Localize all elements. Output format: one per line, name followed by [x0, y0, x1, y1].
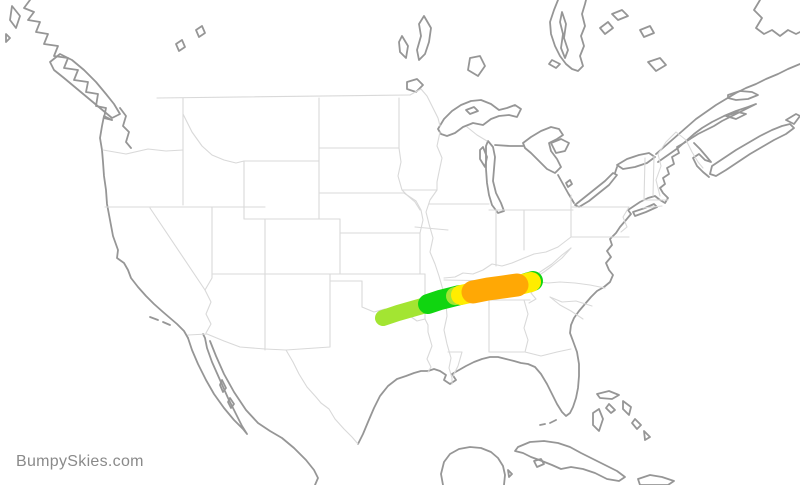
route-layer — [375, 271, 543, 326]
watermark-text: BumpySkies.com — [16, 453, 144, 470]
state-borders-layer — [102, 88, 704, 445]
route-segment — [461, 273, 529, 304]
coastline-layer — [5, 0, 800, 485]
